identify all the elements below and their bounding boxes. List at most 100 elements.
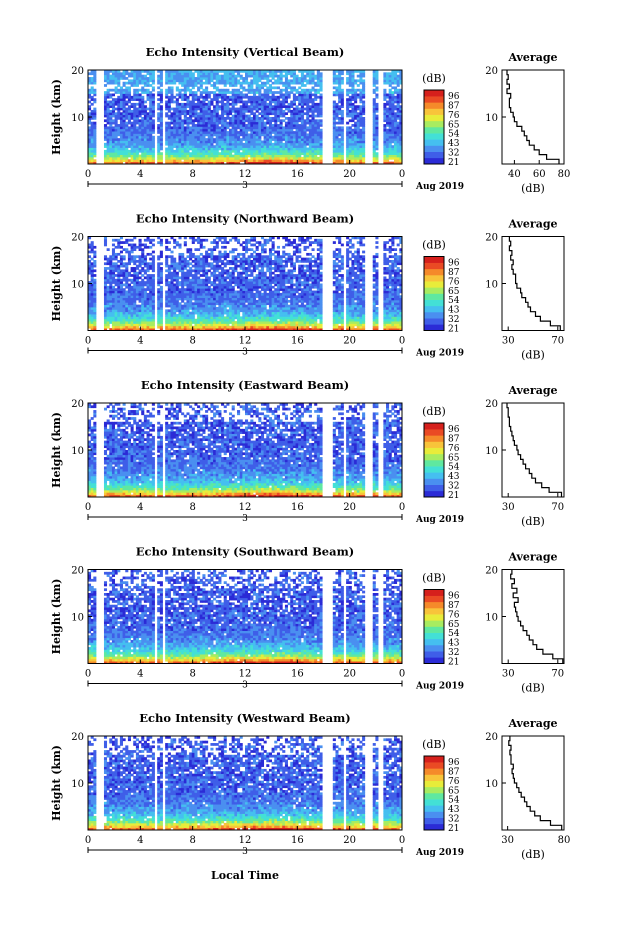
heatmap-cell bbox=[122, 93, 126, 97]
heatmap-cell bbox=[346, 91, 350, 94]
heatmap-cell bbox=[250, 147, 254, 151]
heatmap-cell bbox=[354, 145, 358, 148]
heatmap-cell bbox=[276, 107, 280, 111]
heatmap-cell bbox=[114, 245, 118, 249]
heatmap-cell bbox=[354, 135, 358, 139]
heatmap-cell bbox=[394, 147, 398, 151]
heatmap-cell bbox=[303, 74, 307, 78]
heatmap-cell bbox=[183, 72, 187, 76]
heatmap-cell bbox=[346, 88, 350, 92]
heatmap-cell bbox=[119, 285, 123, 289]
heatmap-cell bbox=[199, 314, 203, 317]
heatmap-cell bbox=[306, 117, 310, 120]
heatmap-cell bbox=[122, 124, 126, 127]
heatmap-cell bbox=[151, 109, 155, 113]
heatmap-cell bbox=[117, 102, 121, 106]
heatmap-cell bbox=[351, 135, 355, 139]
heatmap-cell bbox=[186, 72, 190, 76]
heatmap-cell bbox=[90, 79, 94, 83]
heatmap-cell bbox=[298, 93, 302, 97]
heatmap-cell bbox=[138, 307, 142, 310]
heatmap-cell bbox=[181, 309, 185, 313]
heatmap-cell bbox=[183, 243, 187, 247]
heatmap-cell bbox=[159, 79, 163, 83]
heatmap-cell bbox=[276, 105, 280, 108]
heatmap-cell bbox=[354, 128, 358, 132]
heatmap-cell bbox=[266, 154, 270, 158]
heatmap-cell bbox=[122, 152, 126, 155]
heatmap-cell bbox=[396, 84, 400, 87]
heatmap-cell bbox=[183, 316, 187, 320]
heatmap-cell bbox=[362, 100, 366, 104]
heatmap-cell bbox=[93, 255, 97, 259]
heatmap-cell bbox=[229, 91, 233, 94]
heatmap-cell bbox=[122, 70, 126, 73]
heatmap-cell bbox=[125, 271, 129, 275]
heatmap-cell bbox=[303, 70, 307, 73]
heatmap-cell bbox=[119, 91, 123, 94]
heatmap-cell bbox=[386, 119, 390, 123]
heatmap-cell bbox=[151, 269, 155, 273]
heatmap-cell bbox=[213, 161, 217, 165]
heatmap-cell bbox=[274, 145, 278, 148]
heatmap-cell bbox=[151, 140, 155, 144]
heatmap-cell bbox=[226, 135, 230, 139]
heatmap-cell bbox=[351, 159, 355, 163]
heatmap-cell bbox=[125, 124, 129, 127]
heatmap-cell bbox=[130, 255, 134, 259]
heatmap-cell bbox=[143, 156, 147, 160]
heatmap-cell bbox=[255, 72, 259, 76]
heatmap-cell bbox=[109, 77, 113, 80]
heatmap-cell bbox=[346, 70, 350, 73]
heatmap-cell bbox=[183, 81, 187, 85]
heatmap-cell bbox=[287, 152, 291, 155]
heatmap-cell bbox=[255, 100, 259, 104]
heatmap-cell bbox=[90, 281, 94, 284]
profile-x-tick-label: 80 bbox=[558, 169, 571, 180]
heatmap-cell bbox=[93, 288, 97, 291]
heatmap-cell bbox=[210, 309, 214, 313]
heatmap-cell bbox=[143, 88, 147, 92]
heatmap-cell bbox=[292, 156, 296, 160]
heatmap-cell bbox=[268, 140, 273, 144]
heatmap-cell bbox=[306, 140, 310, 144]
heatmap-cell bbox=[306, 74, 310, 78]
heatmap-cell bbox=[205, 278, 209, 282]
heatmap-cell bbox=[247, 107, 251, 111]
heatmap-cell bbox=[282, 159, 286, 163]
heatmap-cell bbox=[239, 86, 243, 90]
heatmap-cell bbox=[205, 119, 209, 123]
heatmap-cell bbox=[167, 314, 171, 317]
heatmap-cell bbox=[149, 93, 153, 97]
heatmap-cell bbox=[111, 288, 116, 291]
heatmap-cell bbox=[127, 283, 131, 287]
heatmap-cell bbox=[295, 74, 299, 78]
heatmap-cell bbox=[221, 131, 225, 134]
heatmap-cell bbox=[199, 159, 203, 163]
heatmap-cell bbox=[348, 109, 352, 113]
heatmap-cell bbox=[263, 154, 267, 158]
heatmap-cell bbox=[263, 98, 267, 101]
heatmap-cell bbox=[125, 131, 129, 134]
heatmap-cell bbox=[122, 84, 126, 87]
heatmap-cell bbox=[335, 91, 339, 94]
heatmap-cell bbox=[359, 93, 363, 97]
heatmap-cell bbox=[149, 238, 153, 242]
colorbar-swatch bbox=[424, 139, 444, 146]
heatmap-cell bbox=[245, 100, 249, 104]
heatmap-cell bbox=[332, 138, 336, 141]
heatmap-cell bbox=[202, 156, 206, 160]
heatmap-cell bbox=[189, 152, 193, 155]
heatmap-cell bbox=[271, 81, 275, 85]
heatmap-cell bbox=[268, 121, 273, 125]
heatmap-cell bbox=[356, 70, 360, 73]
heatmap-cell bbox=[202, 309, 206, 313]
heatmap-cell bbox=[111, 102, 116, 106]
heatmap-cell bbox=[133, 126, 137, 130]
heatmap-cell bbox=[356, 140, 360, 144]
heatmap-cell bbox=[151, 88, 155, 92]
heatmap-cell bbox=[159, 271, 163, 275]
heatmap-cell bbox=[354, 100, 358, 104]
heatmap-cell bbox=[202, 121, 206, 125]
heatmap-cell bbox=[399, 95, 403, 99]
